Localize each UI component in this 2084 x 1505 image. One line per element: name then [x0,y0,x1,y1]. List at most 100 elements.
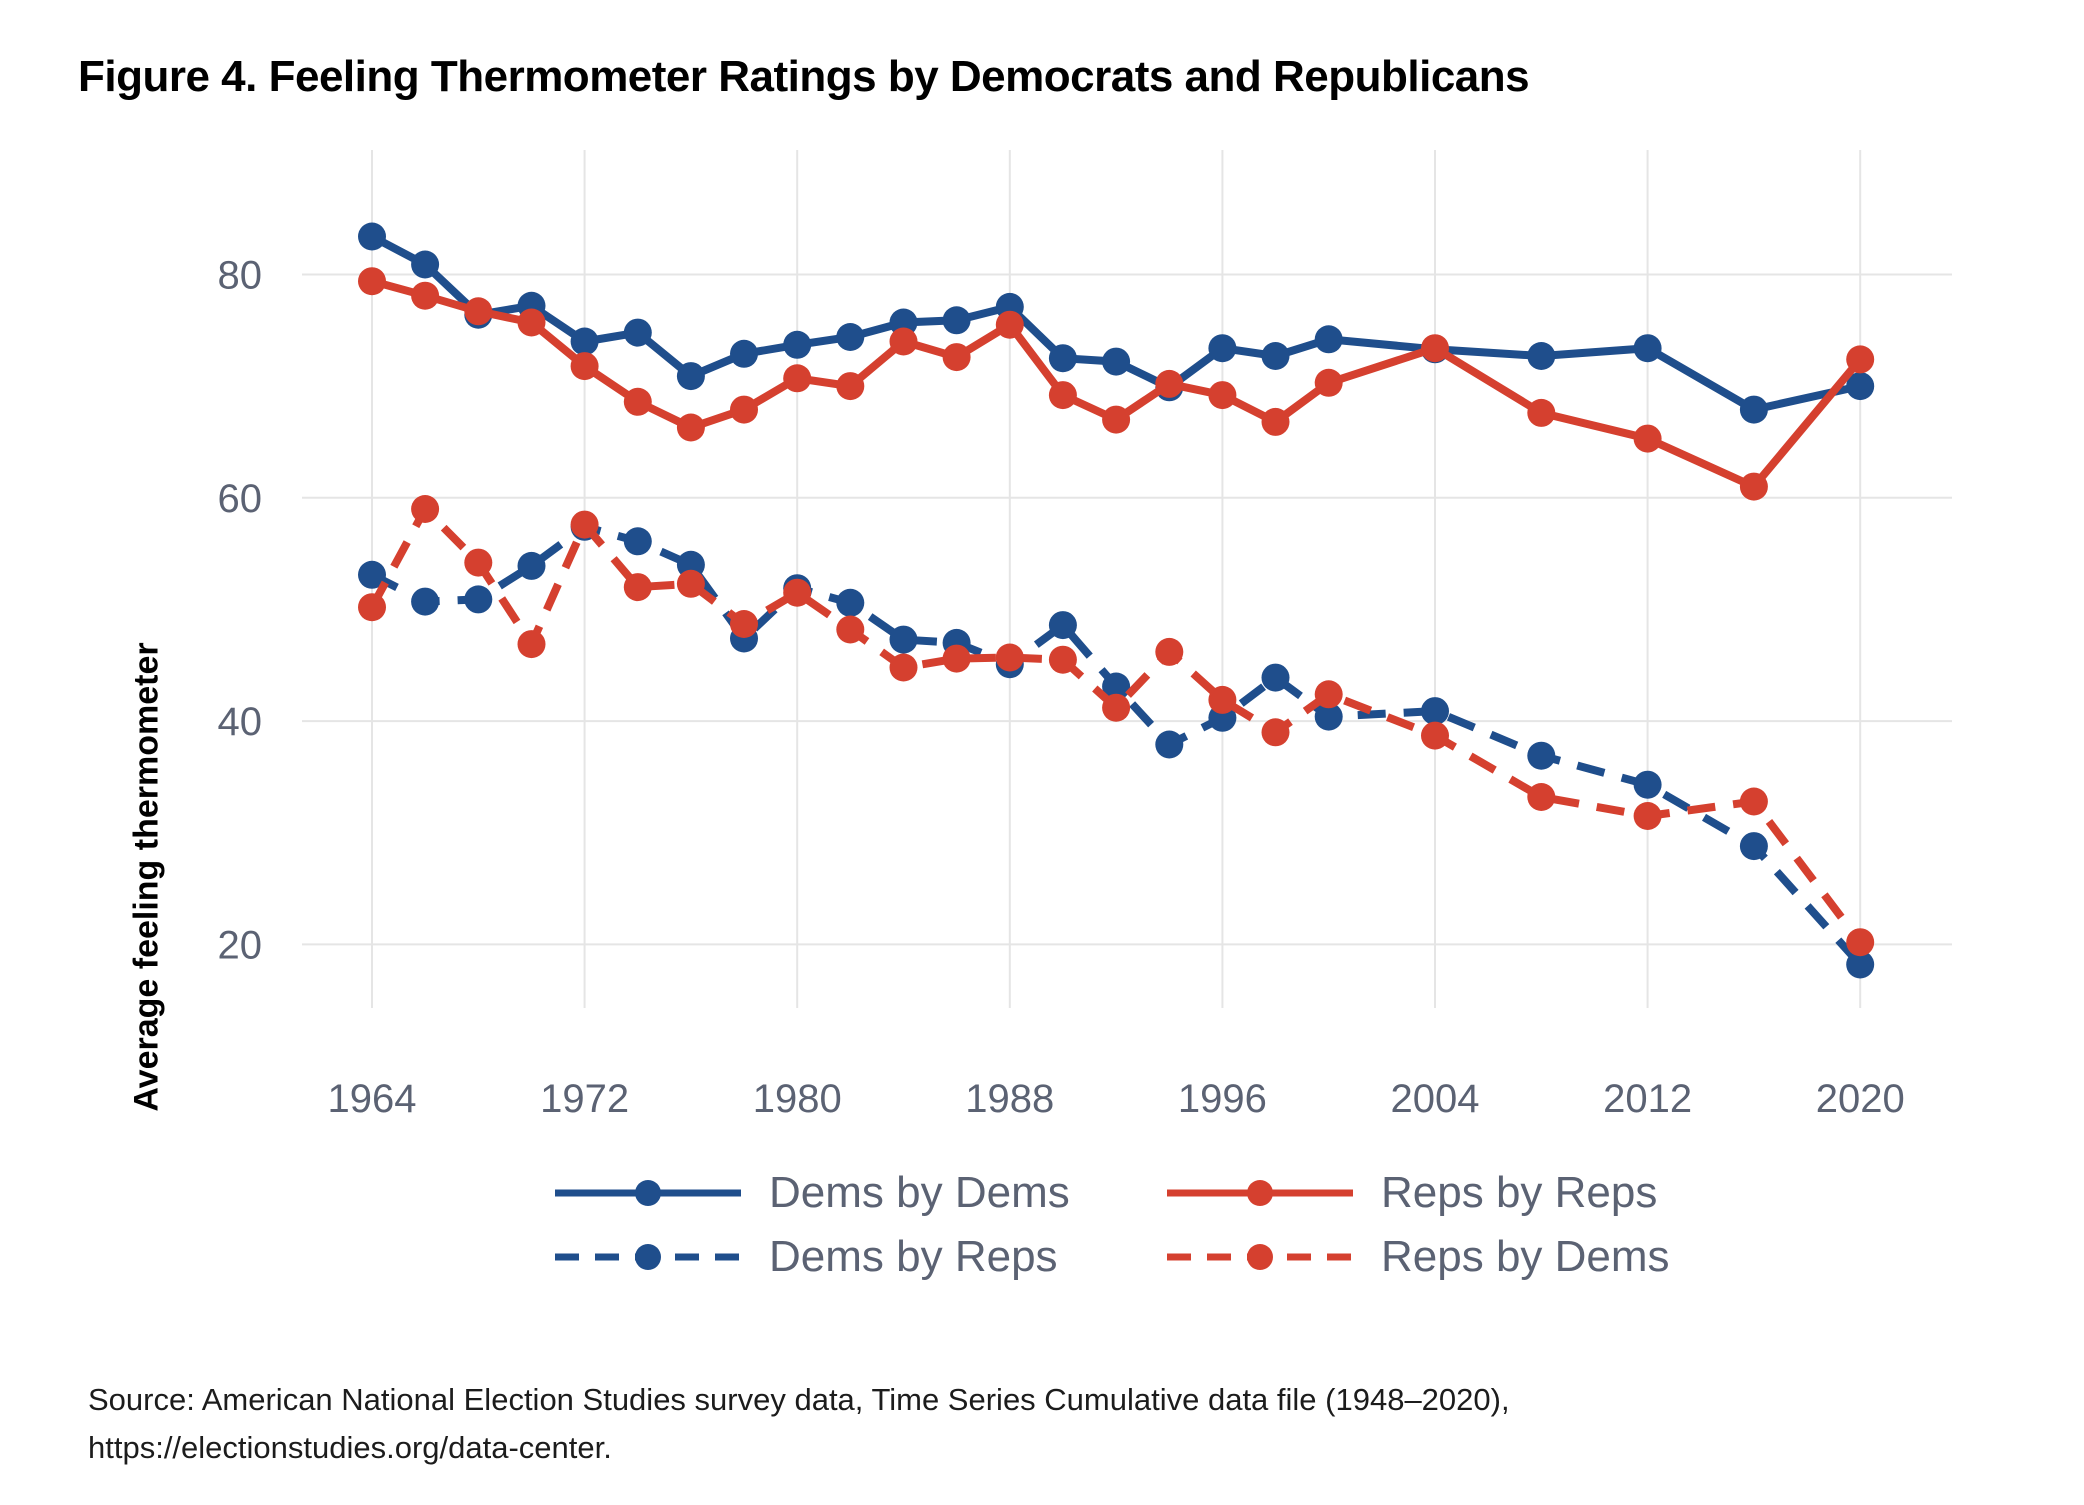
x-tick-label: 1964 [328,1077,417,1121]
data-point-reps-by-reps [1048,381,1077,410]
data-point-dems-by-dems [676,362,705,391]
data-point-reps-by-reps [676,413,705,442]
legend-label-reps-by-dems: Reps by Dems [1381,1232,1670,1281]
data-point-reps-by-reps [464,297,493,326]
legend-label-dems-by-reps: Dems by Reps [769,1232,1058,1281]
data-point-reps-by-reps [995,310,1024,339]
data-point-reps-by-reps [623,387,652,416]
data-point-reps-by-dems [1739,787,1768,816]
data-point-reps-by-reps [411,281,440,310]
legend-item-reps-by-reps: Reps by Reps [1165,1168,1670,1218]
data-point-reps-by-reps [783,364,812,393]
data-point-dems-by-reps [1314,702,1343,731]
legend-item-reps-by-dems: Reps by Dems [1165,1232,1670,1282]
data-point-reps-by-dems [1314,680,1343,709]
data-point-dems-by-reps [1421,697,1449,726]
y-tick-label: 80 [218,254,263,298]
data-point-reps-by-reps [358,267,386,296]
y-tick-label: 20 [218,923,263,967]
data-point-reps-by-dems [1846,928,1875,957]
data-point-dems-by-dems [411,250,440,279]
data-point-reps-by-reps [517,308,546,337]
data-point-dems-by-reps [1155,730,1184,759]
data-point-reps-by-dems [1155,637,1184,666]
data-point-dems-by-dems [1527,342,1556,370]
x-tick-label: 2020 [1816,1077,1905,1121]
data-point-reps-by-dems [570,510,599,539]
y-tick-label: 60 [218,477,263,521]
data-point-dems-by-reps [358,560,386,589]
data-point-dems-by-dems [1261,342,1290,370]
data-point-reps-by-reps [1421,334,1449,363]
series-line-reps-by-reps [370,277,1864,492]
series-line-reps-by-dems [368,502,1864,945]
data-point-dems-by-reps [1739,832,1768,861]
data-point-dems-by-reps [623,527,652,556]
data-point-reps-by-dems [1527,783,1556,811]
data-point-reps-by-dems [783,578,812,607]
data-point-reps-by-dems [1261,718,1290,747]
data-point-reps-by-dems [464,548,493,577]
figure-title: Figure 4. Feeling Thermometer Ratings by… [78,52,1530,101]
legend-item-dems-by-reps: Dems by Reps [553,1232,1165,1282]
data-point-dems-by-reps [836,588,865,617]
x-tick-label: 1980 [753,1077,842,1121]
data-point-dems-by-reps [1527,741,1556,770]
source-note: Source: American National Election Studi… [88,1376,1510,1472]
data-point-dems-by-dems [1846,372,1875,401]
data-point-dems-by-reps [1102,672,1131,701]
data-point-dems-by-dems [783,330,812,359]
legend-line-sample-blue-dashed-icon [555,1244,741,1270]
data-point-reps-by-reps [1208,381,1237,410]
data-point-dems-by-dems [1048,344,1077,373]
data-point-reps-by-dems [730,610,758,638]
series-line-dems-by-dems [370,232,1862,414]
data-point-dems-by-dems [836,323,865,351]
data-point-reps-by-reps [1527,398,1556,427]
legend-line-sample-red-solid-icon [1167,1180,1353,1206]
data-point-reps-by-reps [1314,368,1343,397]
data-point-reps-by-dems [517,630,546,659]
x-tick-label: 2012 [1603,1077,1692,1121]
data-point-dems-by-dems [1739,395,1768,424]
source-line-2: https://electionstudies.org/data-center. [88,1430,612,1465]
data-point-dems-by-reps [517,551,546,580]
data-point-dems-by-reps [1261,663,1290,692]
data-point-dems-by-dems [358,222,386,251]
data-point-dems-by-reps [1846,950,1875,979]
x-tick-label: 2004 [1391,1077,1480,1121]
y-tick-label: 40 [218,700,263,744]
data-point-reps-by-dems [1048,645,1077,674]
data-point-reps-by-reps [942,343,971,372]
data-point-dems-by-dems [570,327,599,356]
legend-item-dems-by-dems: Dems by Dems [553,1168,1165,1218]
data-point-reps-by-reps [1155,369,1184,398]
data-point-dems-by-dems [1102,347,1131,376]
legend: Dems by Dems Reps by Reps Dems by Reps R… [553,1168,1670,1282]
data-point-dems-by-reps [889,625,918,654]
y-axis-title: Average feeling thermometer [127,642,166,1112]
data-point-dems-by-dems [730,339,758,368]
x-tick-label: 1996 [1178,1077,1267,1121]
data-point-dems-by-dems [623,318,652,347]
data-point-reps-by-dems [358,593,386,622]
data-point-reps-by-dems [1421,721,1449,750]
data-point-dems-by-reps [411,587,440,616]
data-point-reps-by-reps [836,372,865,401]
data-point-dems-by-reps [464,585,493,614]
data-point-reps-by-reps [889,327,918,356]
data-point-reps-by-reps [1846,345,1875,374]
data-point-reps-by-dems [942,644,971,673]
data-point-reps-by-reps [570,352,599,381]
data-point-dems-by-dems [942,306,971,335]
legend-line-sample-blue-solid-icon [555,1180,741,1206]
data-point-reps-by-reps [1633,424,1662,453]
legend-line-sample-red-dashed-icon [1167,1244,1353,1270]
data-point-reps-by-dems [995,643,1024,672]
data-point-reps-by-dems [836,615,865,644]
data-point-dems-by-dems [1314,325,1343,354]
data-point-dems-by-dems [1633,334,1662,363]
series-line-dems-by-reps [370,522,1864,968]
data-point-dems-by-reps [1048,611,1077,640]
